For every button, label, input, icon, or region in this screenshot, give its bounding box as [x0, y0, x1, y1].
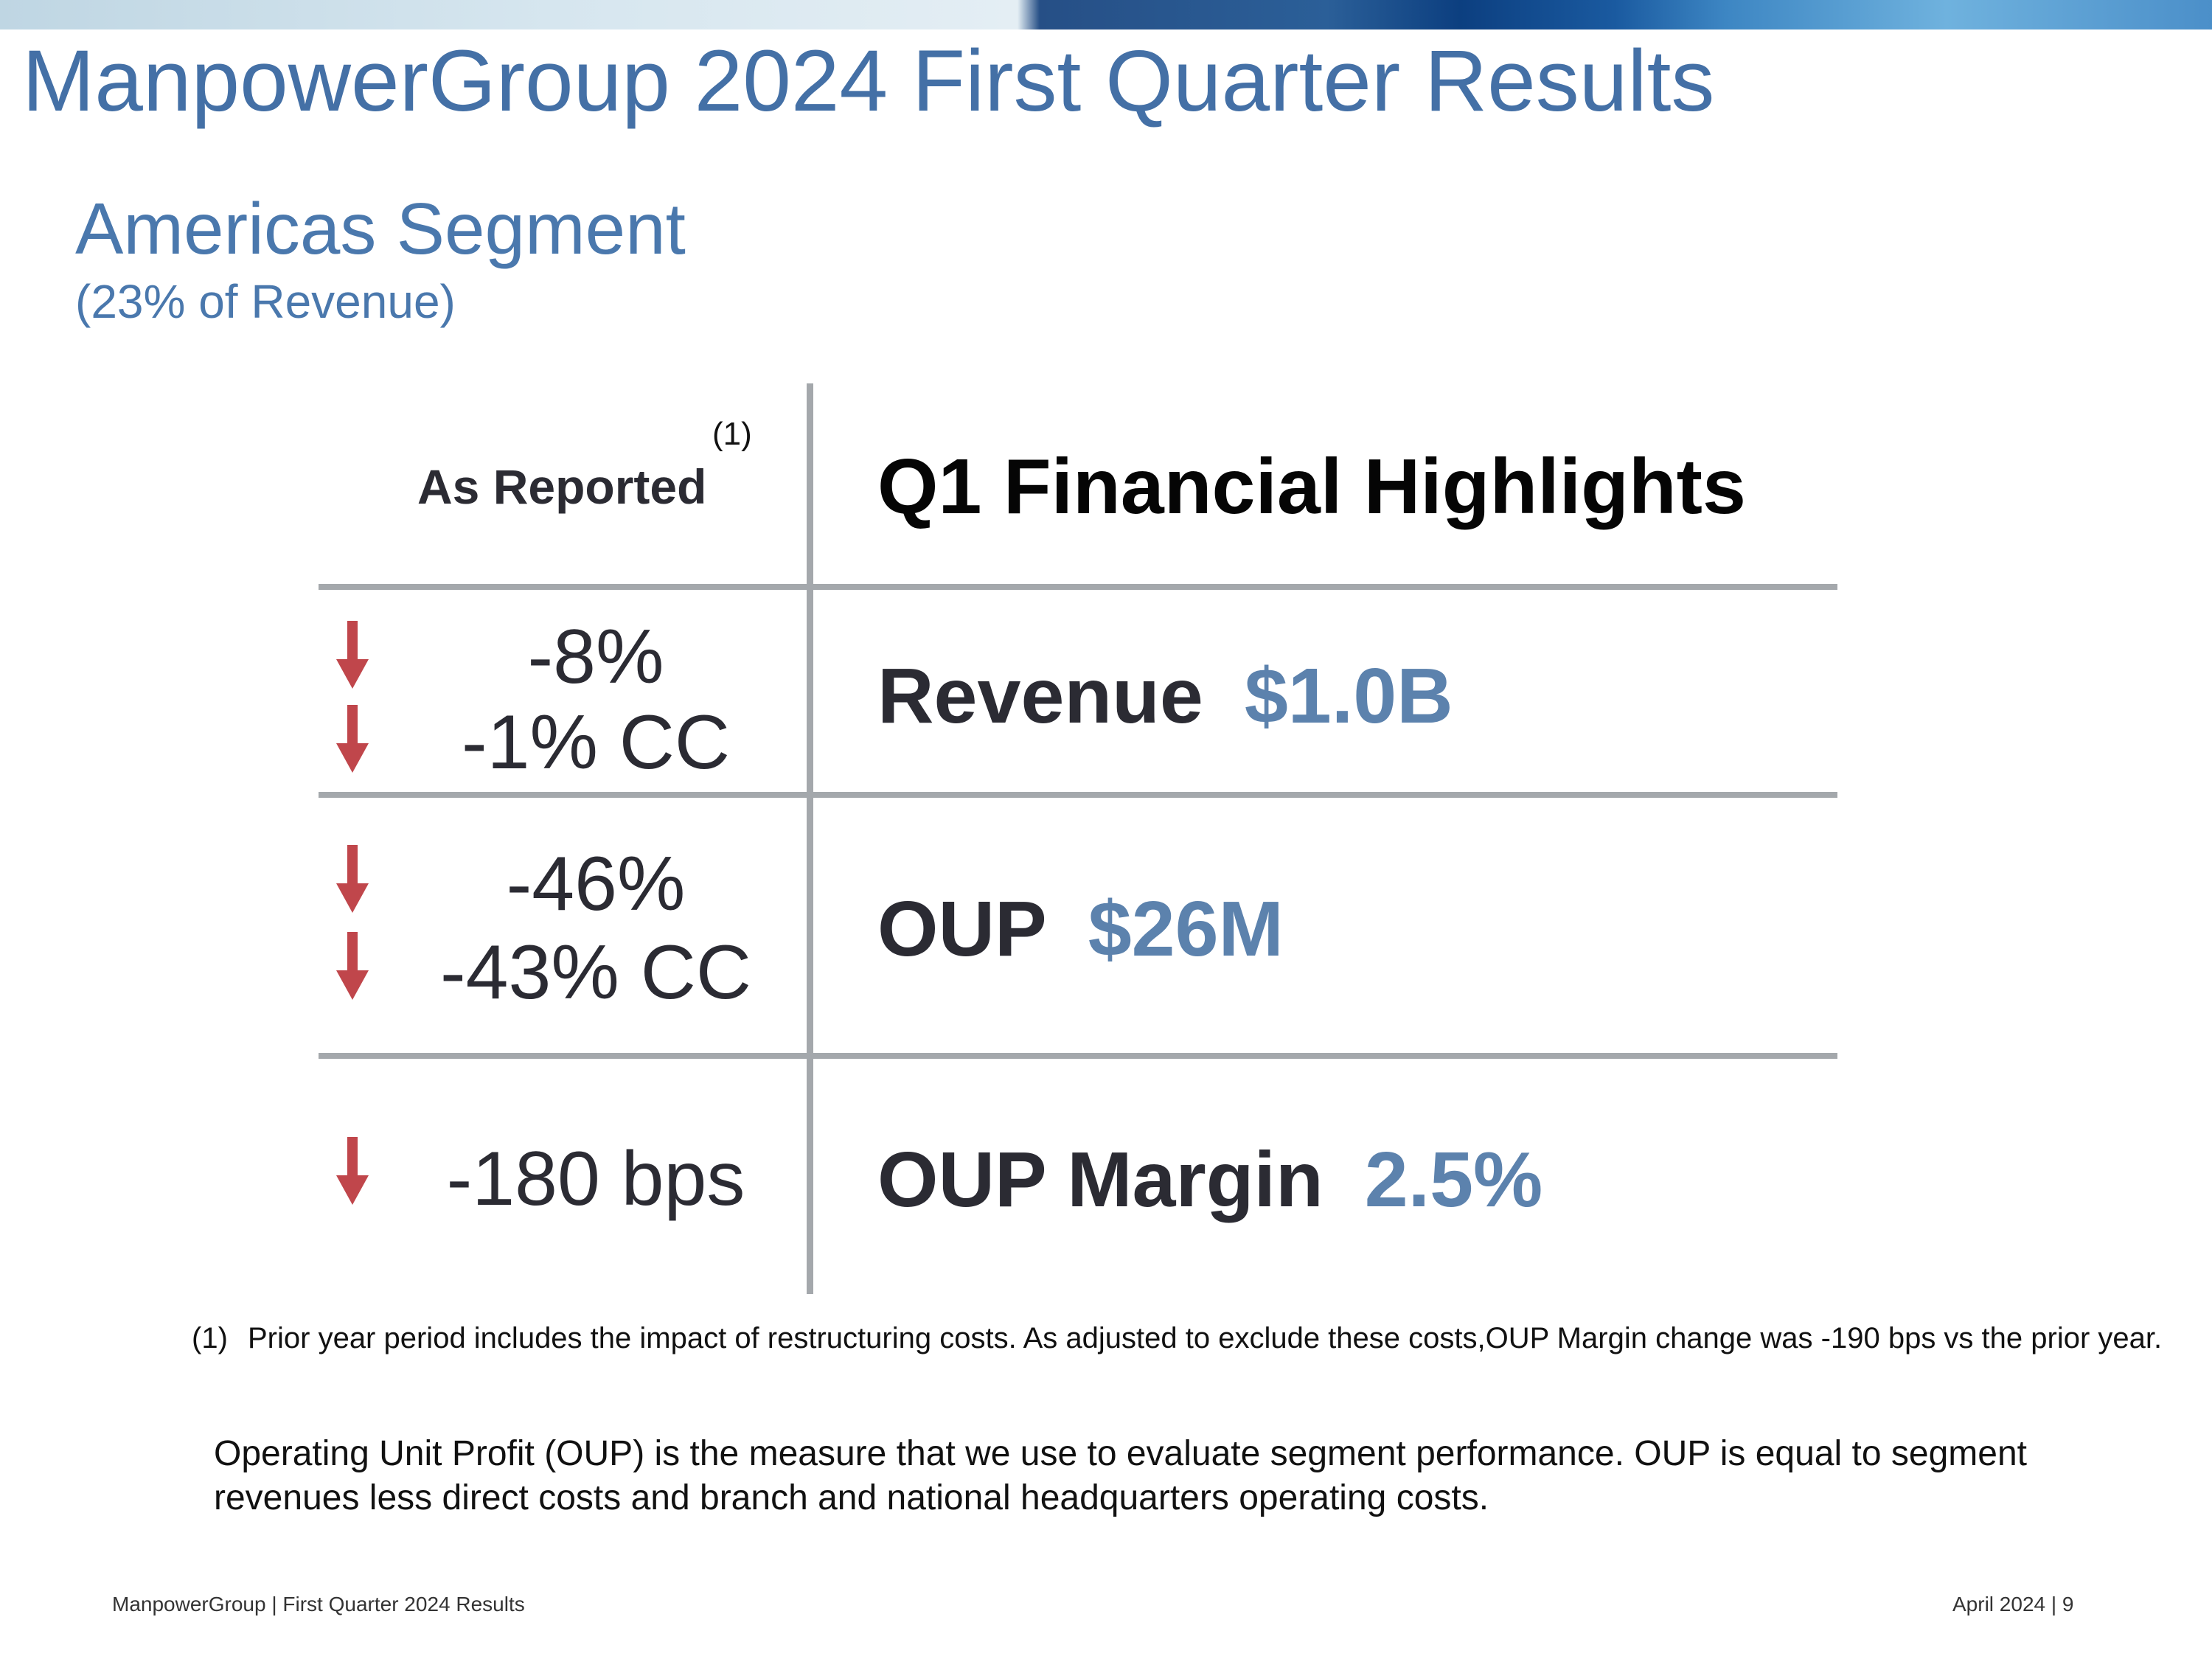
top-decorative-banner — [0, 0, 2212, 29]
table-vertical-divider — [807, 383, 813, 1294]
slide-title: ManpowerGroup 2024 First Quarter Results — [22, 32, 1715, 130]
metric-label: Revenue — [877, 653, 1203, 740]
metric-value: 2.5% — [1364, 1136, 1543, 1223]
table-header-divider — [319, 584, 1837, 590]
revenue-change-reported: -8% — [527, 614, 664, 700]
footer-page-info: April 2024 | 9 — [1952, 1593, 2074, 1615]
metric-label: OUP Margin — [877, 1136, 1324, 1223]
oup-definition: Operating Unit Profit (OUP) is the measu… — [214, 1434, 2027, 1517]
revenue-change-cc: -1% CC — [461, 700, 731, 785]
metric-value: $1.0B — [1244, 653, 1453, 740]
oup-margin-metric: OUP Margin 2.5% — [877, 1135, 1543, 1225]
metric-value: $26M — [1088, 886, 1284, 973]
footnote-marker: (1) — [712, 416, 752, 452]
footnote-text: Prior year period includes the impact of… — [248, 1322, 2163, 1354]
down-arrow-icon — [336, 705, 369, 773]
footnote-number: (1) — [192, 1322, 228, 1354]
oup-change-cc: -43% CC — [440, 930, 751, 1015]
oup-metric: OUP $26M — [877, 885, 1284, 974]
footer-left: ManpowerGroup | First Quarter 2024 Resul… — [112, 1593, 525, 1615]
as-reported-header: As Reported — [417, 459, 707, 514]
highlights-header: Q1 Financial Highlights — [877, 443, 1746, 530]
revenue-metric: Revenue $1.0B — [877, 652, 1453, 741]
segment-revenue-share: (23% of Revenue) — [75, 275, 456, 328]
table-row-divider — [319, 792, 1837, 798]
metric-label: OUP — [877, 886, 1047, 973]
down-arrow-icon — [336, 621, 369, 689]
segment-title: Americas Segment — [75, 188, 686, 269]
oup-change-reported: -46% — [506, 841, 686, 927]
oup-margin-change: -180 bps — [446, 1136, 745, 1222]
down-arrow-icon — [336, 932, 369, 1000]
down-arrow-icon — [336, 845, 369, 913]
table-row-divider — [319, 1053, 1837, 1059]
down-arrow-icon — [336, 1137, 369, 1205]
